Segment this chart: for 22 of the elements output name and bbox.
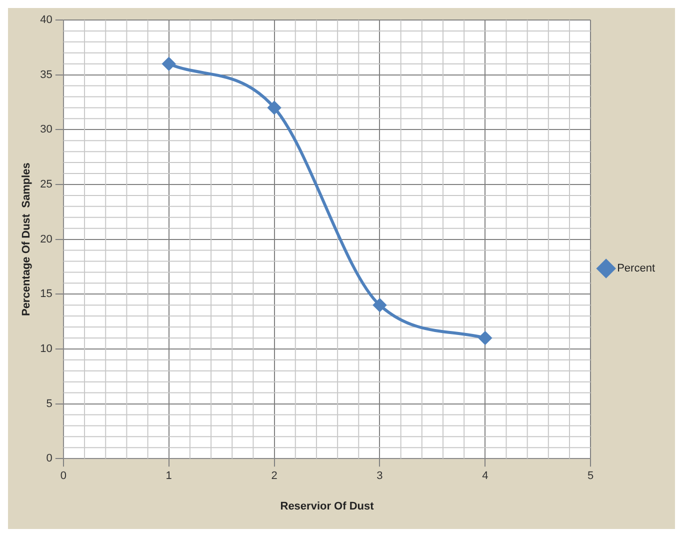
y-tick-label: 0 — [46, 452, 52, 465]
y-tick-label: 20 — [40, 233, 52, 246]
legend-label: Percent — [617, 262, 656, 275]
x-tick-label: 4 — [482, 470, 488, 482]
x-tick-label: 0 — [60, 470, 66, 482]
x-axis-title: Reservior Of Dust — [280, 500, 374, 512]
x-tick-label: 5 — [588, 470, 594, 482]
x-tick-label: 3 — [376, 470, 383, 482]
x-tick-label: 1 — [166, 470, 172, 482]
point — [373, 298, 386, 312]
y-tick-label: 15 — [40, 288, 52, 300]
point — [478, 331, 492, 344]
y-tick-label: 40 — [40, 14, 52, 26]
point — [268, 101, 281, 114]
x-tick-label: 2 — [271, 470, 278, 482]
point — [162, 57, 176, 70]
y-tick-label: 30 — [40, 124, 52, 136]
y-tick-label: 5 — [46, 398, 52, 410]
y-tick-label: 35 — [40, 68, 52, 81]
y-tick-label: 10 — [40, 342, 52, 355]
y-tick-label: 25 — [40, 178, 52, 191]
y-axis-title: Percentage Of Dust Samples — [20, 162, 33, 316]
